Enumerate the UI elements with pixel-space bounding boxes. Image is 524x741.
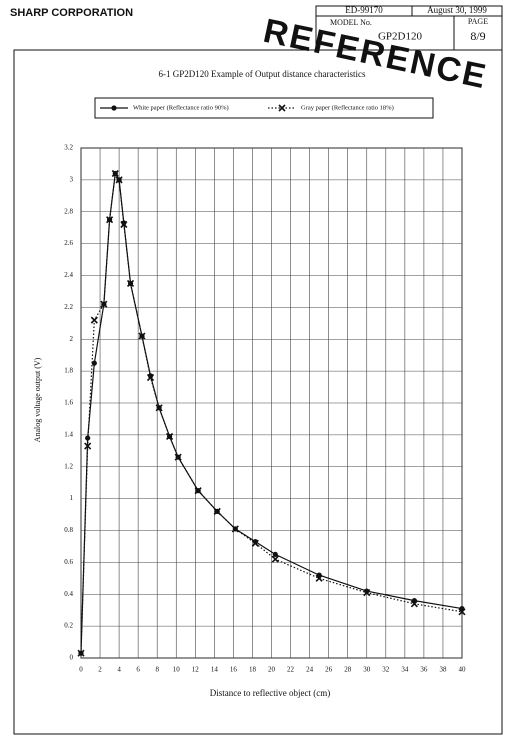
y-tick-label: 2.8	[64, 207, 73, 215]
x-tick-label: 0	[79, 666, 83, 674]
x-tick-label: 4	[117, 666, 121, 674]
x-tick-label: 24	[306, 666, 314, 674]
data-point	[213, 507, 221, 515]
y-tick-label: 1	[70, 494, 74, 502]
page-frame	[13, 49, 503, 735]
data-point	[363, 589, 371, 597]
data-point	[315, 574, 323, 582]
data-point	[271, 555, 279, 563]
legend-label: White paper (Reflectance ratio 90%)	[133, 104, 229, 111]
legend-label: Gray paper (Reflectance ratio 18%)	[301, 104, 394, 111]
y-tick-label: 3.2	[64, 144, 73, 152]
y-tick-label: 1.2	[64, 462, 73, 470]
x-tick-label: 12	[192, 666, 200, 674]
data-point	[174, 453, 182, 461]
data-point	[111, 169, 119, 178]
y-tick-label: 2.2	[64, 303, 73, 311]
data-point	[138, 332, 146, 340]
y-tick-label: 2.6	[64, 239, 73, 247]
data-point	[146, 373, 155, 382]
y-tick-label: 3	[70, 175, 74, 183]
data-point	[155, 404, 163, 412]
y-tick-label: 0.8	[64, 526, 73, 534]
x-tick-label: 40	[459, 666, 467, 674]
doc-no: ED-99170	[345, 5, 383, 15]
page-label: PAGE	[468, 17, 488, 26]
y-tick-label: 1.8	[64, 367, 73, 375]
y-tick-label: 1.4	[64, 430, 73, 438]
page-number: 8/9	[470, 29, 485, 43]
x-tick-label: 32	[382, 666, 390, 674]
x-tick-label: 22	[287, 666, 295, 674]
model: GP2D120	[378, 31, 423, 43]
data-point	[106, 216, 114, 224]
data-point	[90, 316, 98, 324]
legend-box	[94, 97, 434, 119]
x-tick-label: 2	[98, 666, 102, 674]
data-point	[84, 442, 92, 450]
data-point	[77, 649, 85, 657]
x-tick-label: 16	[230, 666, 238, 674]
y-tick-label: 0.2	[64, 622, 73, 630]
data-point	[272, 551, 278, 558]
y-tick-label: 0	[70, 654, 74, 662]
x-tick-label: 14	[211, 666, 219, 674]
legend-marker	[111, 105, 117, 111]
y-tick-label: 0.4	[64, 590, 73, 598]
x-tick-label: 36	[420, 666, 428, 674]
data-point	[91, 360, 97, 366]
chart-title: 6-1 GP2D120 Example of Output distance c…	[159, 69, 366, 79]
data-point	[231, 525, 239, 533]
y-tick-label: 2.4	[64, 271, 73, 279]
x-tick-label: 38	[439, 666, 447, 674]
data-point	[115, 176, 123, 184]
x-tick-label: 28	[344, 666, 352, 674]
data-point	[410, 600, 418, 608]
x-tick-label: 6	[136, 666, 140, 674]
y-axis-label: Analog voltage output (V)	[33, 357, 42, 442]
company: SHARP CORPORATION	[10, 7, 133, 19]
x-tick-label: 26	[325, 666, 333, 674]
reference-stamp: REFERENCE	[260, 12, 491, 97]
model-label: MODEL No.	[330, 18, 372, 27]
data-point	[166, 432, 174, 441]
data-point	[458, 608, 466, 616]
x-axis-label: Distance to reflective object (cm)	[210, 688, 330, 698]
data-point	[251, 539, 259, 547]
y-tick-label: 0.6	[64, 558, 73, 566]
data-point	[120, 220, 128, 229]
data-point	[126, 279, 135, 288]
data-point	[85, 435, 91, 441]
y-tick-label: 2	[70, 335, 74, 343]
legend-marker	[278, 104, 286, 112]
x-tick-label: 30	[363, 666, 371, 674]
x-tick-label: 34	[401, 666, 409, 674]
date: August 30, 1999	[427, 5, 487, 15]
x-tick-label: 20	[268, 666, 276, 674]
data-point	[100, 300, 108, 308]
x-tick-label: 8	[155, 666, 159, 674]
y-tick-label: 1.6	[64, 399, 73, 407]
x-tick-label: 18	[249, 666, 257, 674]
data-point	[194, 487, 202, 495]
x-tick-label: 10	[173, 666, 181, 674]
